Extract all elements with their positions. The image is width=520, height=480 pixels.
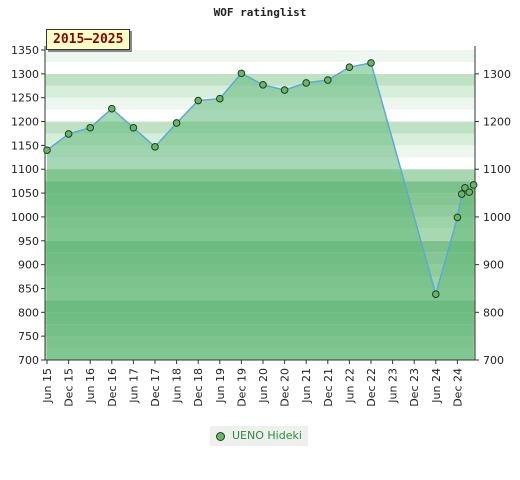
x-tick-label: Jun 22: [343, 368, 356, 404]
data-point: [324, 76, 332, 84]
data-point: [172, 119, 181, 127]
x-tick-label: Dec 21: [322, 368, 335, 407]
period-badge: 2015–2025: [46, 29, 131, 50]
x-tick-label: Jun 23: [387, 368, 400, 404]
x-tick-label: Jun 15: [41, 368, 54, 404]
legend[interactable]: UENO Hideki: [210, 426, 308, 446]
x-tick-label: Jun 24: [430, 368, 443, 404]
y-tick-label: 1300: [11, 68, 39, 81]
x-tick-label: Jun 17: [127, 368, 140, 404]
x-tick-label: Jun 21: [300, 368, 313, 404]
legend-marker-icon: [216, 431, 225, 441]
background-band: [45, 50, 475, 62]
background-band: [45, 73, 475, 86]
x-tick-label: Jun 19: [214, 368, 227, 404]
y-tick-label: 1200: [11, 116, 39, 129]
background-band: [45, 61, 475, 74]
data-point: [345, 63, 354, 71]
data-point: [302, 79, 311, 87]
y-tick-label: 700: [18, 354, 39, 367]
data-point: [280, 86, 289, 94]
y-tick-label: 1150: [11, 139, 39, 152]
y-tick-label: 1350: [11, 44, 39, 57]
data-point: [453, 213, 462, 222]
x-tick-label: Jun 20: [257, 368, 270, 404]
x-tick-label: Dec 24: [451, 368, 464, 407]
y-tick-label: 1250: [11, 92, 39, 105]
series-area: [47, 62, 474, 360]
x-tick-label: Jun 16: [84, 368, 97, 404]
data-point: [432, 290, 440, 298]
data-point: [469, 181, 478, 189]
x-tick-label: Jun 18: [171, 368, 184, 404]
y-tick-label: 750: [18, 330, 39, 343]
data-point: [64, 130, 73, 138]
y-tick-label: 800: [483, 306, 504, 319]
x-tick-label: Dec 23: [408, 368, 421, 407]
series-line: [46, 62, 475, 297]
y-tick-label: 1200: [483, 116, 511, 129]
y-tick-label: 900: [18, 259, 39, 272]
data-point: [194, 96, 202, 105]
x-tick-label: Dec 15: [63, 368, 76, 407]
y-tick-label: 800: [18, 306, 39, 319]
data-point: [108, 104, 116, 113]
data-point: [86, 123, 94, 132]
legend-label: UENO Hideki: [232, 429, 302, 442]
y-tick-label: 700: [483, 354, 504, 367]
series-line-path: [46, 62, 475, 297]
data-points: [43, 59, 478, 298]
y-tick-label: 1000: [483, 211, 511, 224]
x-axis-ticks: Jun 15 Dec 15 Jun 16 Dec 16 Jun 17 Dec 17 Jun …: [41, 360, 464, 407]
y-axis-right-ticks: 700 800 900 1000 1100 1200 1300: [475, 68, 511, 367]
axes: [44, 46, 476, 361]
y-tick-label: 900: [483, 259, 504, 272]
x-tick-label: Dec 17: [149, 368, 162, 407]
data-point: [237, 69, 246, 78]
area-fill: [47, 62, 474, 360]
y-tick-label: 1050: [11, 187, 39, 200]
y-tick-label: 850: [18, 282, 39, 295]
y-tick-label: 950: [18, 235, 39, 248]
x-tick-label: Dec 22: [365, 368, 378, 407]
x-tick-label: Dec 16: [106, 368, 119, 407]
y-tick-label: 1100: [483, 163, 511, 176]
y-tick-label: 1100: [11, 163, 39, 176]
y-tick-label: 1000: [11, 211, 39, 224]
data-point: [151, 143, 159, 151]
data-point: [457, 190, 466, 198]
data-point: [465, 188, 474, 196]
data-point: [259, 81, 267, 89]
x-tick-label: Dec 18: [192, 368, 205, 407]
y-axis-left-ticks: 700 750 800 850 900 950 1000 1050 1100 1150 1200 12…: [11, 44, 45, 367]
data-point: [216, 94, 224, 103]
x-tick-label: Dec 20: [279, 368, 292, 407]
chart-title: WOF ratinglist: [213, 6, 307, 19]
x-tick-label: Dec 19: [235, 368, 248, 407]
data-point: [129, 123, 138, 132]
data-point: [367, 59, 375, 67]
data-point: [43, 146, 51, 154]
y-tick-label: 1300: [483, 68, 511, 81]
